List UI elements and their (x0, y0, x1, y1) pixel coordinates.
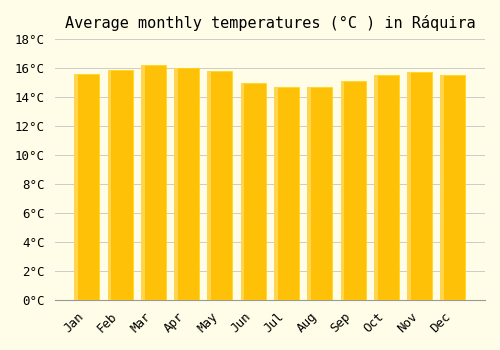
Bar (308, 87, 311, 300)
Bar (440, 75, 466, 300)
Bar (74, 74, 78, 300)
Bar (407, 72, 411, 300)
Bar (374, 75, 399, 300)
Bar (74, 74, 99, 300)
Bar (208, 71, 233, 300)
Bar (340, 81, 344, 300)
Bar (374, 75, 378, 300)
Title: Average monthly temperatures (°C ) in Ráquira: Average monthly temperatures (°C ) in Rá… (64, 15, 475, 31)
Bar (141, 65, 166, 300)
Bar (208, 71, 211, 300)
Bar (240, 83, 266, 300)
Bar (308, 87, 332, 300)
Bar (141, 65, 144, 300)
Bar (274, 87, 278, 300)
Bar (174, 68, 199, 300)
Bar (240, 83, 244, 300)
Bar (174, 68, 178, 300)
Bar (440, 75, 444, 300)
Bar (274, 87, 299, 300)
Bar (108, 70, 112, 300)
Bar (108, 70, 132, 300)
Bar (340, 81, 365, 300)
Bar (407, 72, 432, 300)
